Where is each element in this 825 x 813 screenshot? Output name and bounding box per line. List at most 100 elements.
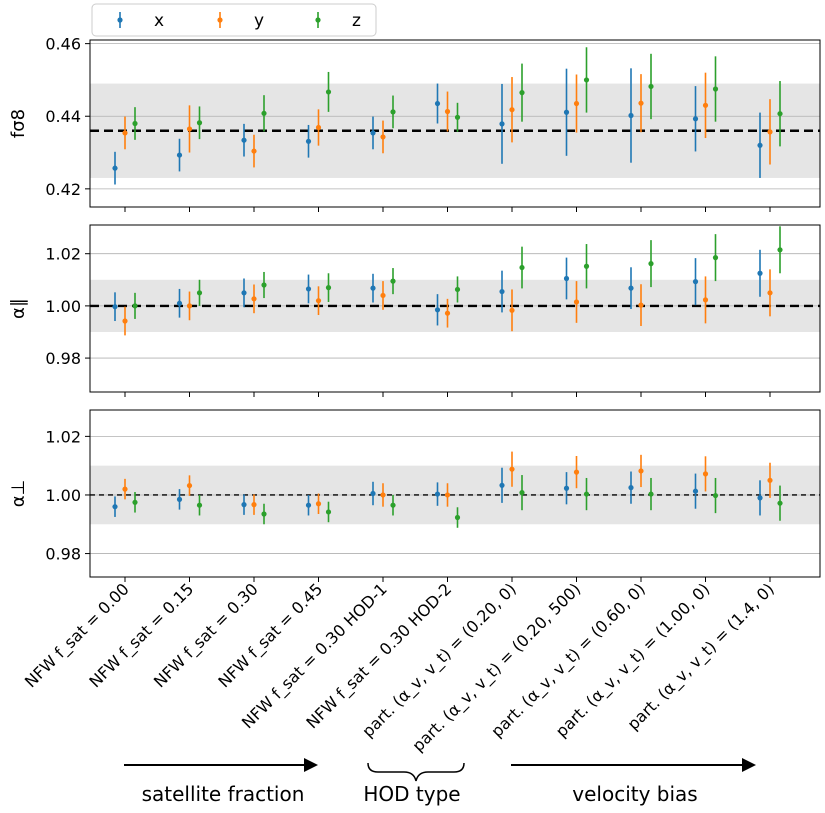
point-z [390,502,396,508]
point-y [251,148,257,154]
point-y [186,482,193,489]
ytick-label: 0.46 [45,35,81,54]
point-x [628,285,634,291]
point-x [241,137,247,143]
point-y [573,100,580,107]
point-x [757,142,763,148]
point-y [315,298,322,304]
point-y [444,492,451,498]
point-x [692,116,699,122]
point-y [444,108,451,115]
point-y [315,501,322,507]
point-x [434,100,441,107]
legend: x y z [91,3,377,37]
axes-frame [89,409,821,578]
point-x [370,285,376,291]
point-x [563,485,570,491]
point-z [583,491,590,497]
ylabel: fσ8 [8,109,29,138]
axes-frame [89,39,821,208]
point-z [261,511,267,517]
point-y [122,130,128,136]
axes-frame [89,224,821,393]
panel-alpha-par: 0.98 1.00 1.02 α∥ [8,224,821,397]
group-annotations: satellite fraction HOD type velocity bia… [124,758,756,806]
point-z [519,90,525,96]
point-x [757,495,763,501]
point-y [122,318,128,324]
point-z [712,255,719,261]
point-z [454,514,461,521]
legend-label-x: x [154,11,164,31]
point-x [112,504,118,510]
point-x [563,109,570,115]
ytick-label: 1.00 [45,486,81,505]
point-x [434,307,441,313]
point-y [638,468,644,474]
point-z [454,114,461,120]
point-y [509,107,515,113]
point-z [196,502,203,508]
hod-type-brace [367,762,465,782]
point-z [648,261,654,267]
point-x [434,491,441,497]
point-z [454,286,461,293]
point-z [390,278,396,284]
point-y [186,126,193,132]
point-z [519,264,525,271]
point-z [519,490,525,496]
velocity-bias-arrowhead [742,758,756,772]
point-x [112,165,118,171]
point-z [196,120,203,126]
velocity-bias-label: velocity bias [572,782,697,806]
point-z [325,89,332,95]
ytick-label: 0.98 [45,545,81,564]
point-y [380,134,386,140]
point-z [132,499,138,505]
point-z [132,120,138,127]
point-z [325,509,332,515]
point-z [777,500,783,506]
point-y [767,129,773,135]
legend-box [91,3,377,37]
point-x [370,490,376,497]
point-x [241,290,247,296]
point-x [370,130,376,136]
point-x [176,300,183,306]
point-z [261,110,267,116]
panel-alpha-perp: 0.98 1.00 1.02 α⊥ [8,409,821,582]
ytick-label: 0.42 [45,180,81,199]
point-x [563,275,570,282]
point-z [583,263,590,269]
point-y [638,302,644,308]
ytick-label: 1.00 [45,297,81,316]
hod-type-label: HOD type [363,782,460,806]
point-y [251,296,257,302]
point-y [702,102,709,108]
point-y [767,477,773,483]
point-y [638,100,644,106]
satellite-fraction-label: satellite fraction [142,782,305,806]
point-x [692,279,699,285]
point-x [305,502,312,508]
ytick-label: 0.44 [45,107,81,126]
legend-dot-x [117,17,123,23]
point-z [712,86,719,92]
point-z [777,247,783,253]
ylabel: α⊥ [8,480,29,508]
point-x [305,138,312,144]
point-x [176,496,183,502]
legend-dot-z [315,17,321,23]
point-y [315,124,322,131]
legend-label-y: y [254,11,264,31]
point-z [583,77,590,83]
point-x [112,304,118,310]
point-y [444,310,451,316]
point-y [122,486,128,492]
point-z [648,83,654,90]
point-z [325,285,332,291]
ytick-label: 1.02 [45,427,81,446]
satellite-fraction-arrowhead [304,758,318,772]
point-x [305,286,312,292]
point-z [712,492,719,499]
